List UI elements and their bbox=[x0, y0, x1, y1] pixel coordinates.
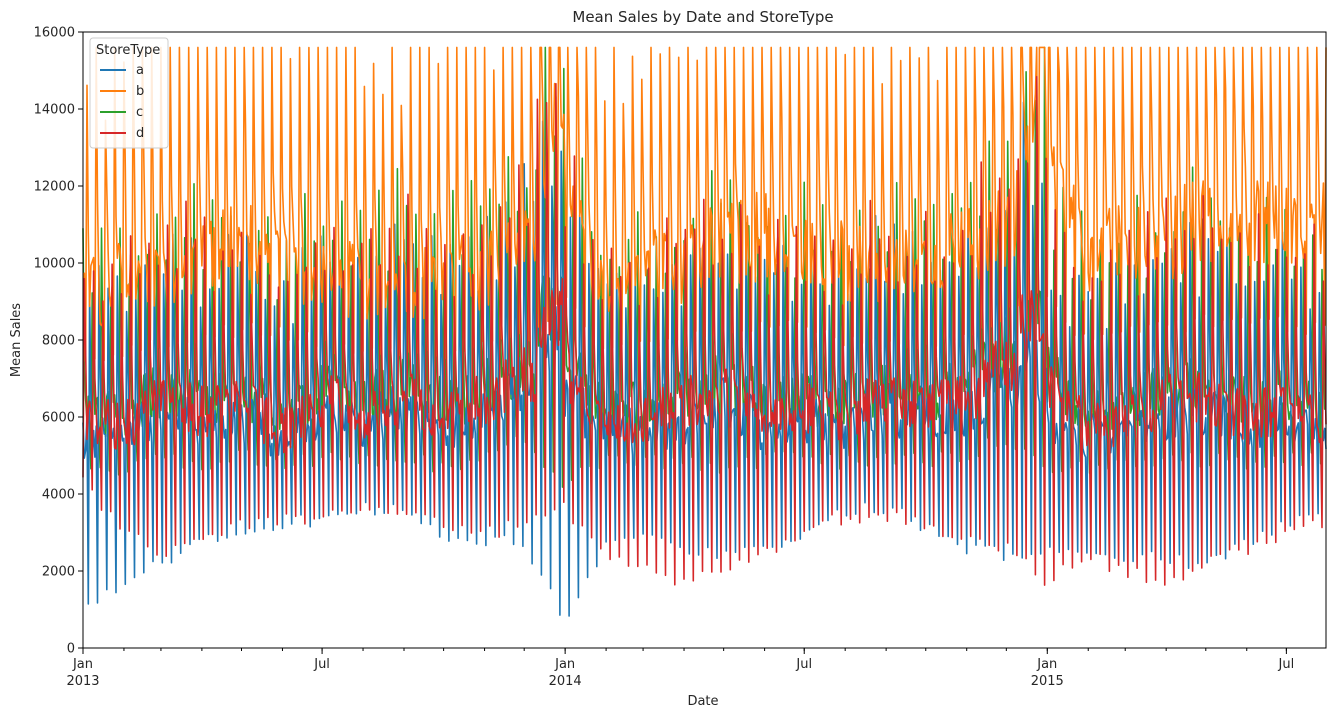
y-tick-label: 16000 bbox=[34, 26, 75, 41]
legend-box bbox=[89, 37, 169, 149]
series-layer bbox=[82, 46, 1327, 617]
y-tick-label: 10000 bbox=[34, 257, 75, 272]
x-tick-label: Jan bbox=[554, 657, 575, 672]
y-tick-label: 0 bbox=[67, 642, 75, 657]
y-axis-label: Mean Sales bbox=[9, 303, 24, 377]
x-tick-label: Jan bbox=[72, 657, 93, 672]
x-tick-sublabel: 2014 bbox=[549, 674, 582, 689]
legend-label-a: a bbox=[136, 63, 144, 78]
legend-label-b: b bbox=[136, 84, 144, 99]
chart-title: Mean Sales by Date and StoreType bbox=[572, 8, 833, 26]
legend-title: StoreType bbox=[96, 43, 160, 58]
x-tick-label: Jul bbox=[795, 657, 812, 672]
x-tick-sublabel: 2015 bbox=[1031, 674, 1064, 689]
y-tick-label: 8000 bbox=[42, 334, 75, 349]
x-tick-label: Jul bbox=[313, 657, 330, 672]
axes-layer: 0 2000 4000 6000 8000 10000 12000 14000 16000 Jan… bbox=[34, 26, 1327, 689]
y-tick-label: 2000 bbox=[42, 565, 75, 580]
legend-label-d: d bbox=[136, 126, 144, 141]
y-tick-label: 12000 bbox=[34, 180, 75, 195]
x-tick-label: Jul bbox=[1278, 657, 1295, 672]
x-tick-label: Jan bbox=[1036, 657, 1057, 672]
x-tick-sublabel: 2013 bbox=[66, 674, 99, 689]
y-tick-label: 4000 bbox=[42, 488, 75, 503]
series-line-d bbox=[82, 75, 1327, 586]
y-tick-label: 6000 bbox=[42, 411, 75, 426]
x-axis-label: Date bbox=[687, 694, 718, 709]
y-tick-label: 14000 bbox=[34, 103, 75, 118]
legend-label-c: c bbox=[136, 105, 143, 120]
